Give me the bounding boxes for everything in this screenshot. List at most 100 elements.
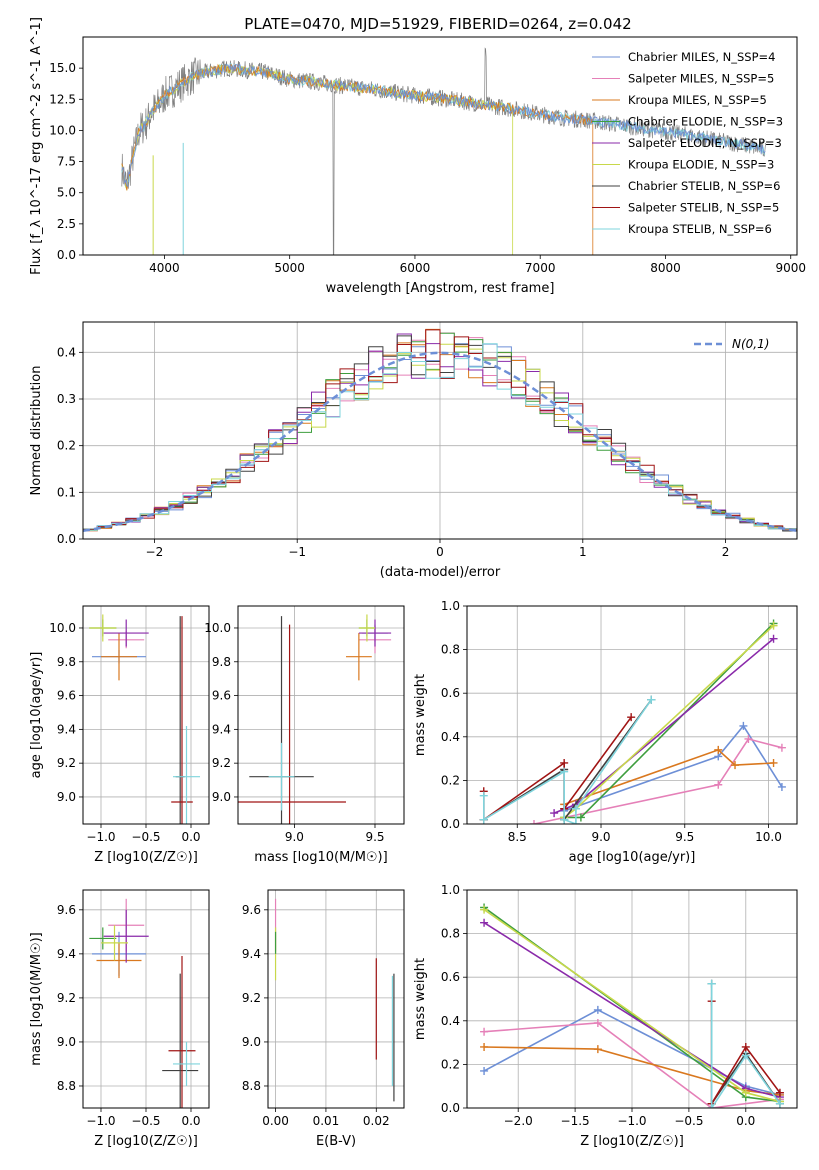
weight-point-marker xyxy=(550,809,559,818)
y-axis-label: mass weight xyxy=(413,674,428,756)
y-tick-label: 0.4 xyxy=(57,345,76,359)
x-tick-label: 0.0 xyxy=(181,1114,200,1128)
y-tick-label: 9.8 xyxy=(57,655,76,669)
y-tick-label: 9.6 xyxy=(212,689,231,703)
x-tick-label: 5000 xyxy=(274,261,305,275)
weight-point-marker xyxy=(769,634,778,643)
y-tick-label: 10.0 xyxy=(49,123,76,137)
y-tick-label: 0.0 xyxy=(57,532,76,546)
x-axis-label: Z [log10(Z/Z☉)] xyxy=(580,1134,684,1149)
axes-frame xyxy=(267,889,405,1109)
y-tick-label: 0.2 xyxy=(57,439,76,453)
x-tick-label: −1.0 xyxy=(617,1114,646,1128)
axes-frame xyxy=(82,36,798,256)
legend-label: Kroupa MILES, N_SSP=5 xyxy=(628,93,767,107)
x-tick-label: −2 xyxy=(146,545,164,559)
y-tick-label: 1.0 xyxy=(441,599,460,613)
mass-vs-Z-plot-area xyxy=(89,898,200,1108)
x-axis-label: (data-model)/error xyxy=(380,565,501,580)
axes-frame xyxy=(466,605,798,825)
y-tick-label: 9.2 xyxy=(212,756,231,770)
weight-series-line xyxy=(533,738,783,824)
weight-point-marker xyxy=(560,815,569,824)
y-axis-label: age [log10(age/yr)] xyxy=(29,652,44,779)
y-tick-label: 0.0 xyxy=(441,817,460,831)
gaussian-legend-label: N(0,1) xyxy=(732,337,769,351)
y-tick-label: 9.6 xyxy=(242,903,261,917)
x-tick-label: 8000 xyxy=(650,261,681,275)
y-tick-label: 9.4 xyxy=(57,947,76,961)
age-vs-mass-panel: 9.0 9.5 9.0 9.2 9.4 9.6 9.8 10.0 mass [log10(M/M… xyxy=(204,605,405,865)
weight-point-marker xyxy=(739,721,748,730)
weight-point-marker xyxy=(480,905,489,914)
y-tick-label: 5.0 xyxy=(57,186,76,200)
weight-series-line xyxy=(710,983,781,1108)
axes-frame xyxy=(82,605,210,825)
y-tick-label: 0.4 xyxy=(441,1014,460,1028)
y-tick-label: 0.6 xyxy=(441,970,460,984)
x-tick-label: 0.0 xyxy=(181,830,200,844)
weight-vs-age-panel: 8.5 9.0 9.5 10.0 0.0 0.2 0.4 0.6 0.8 1.0 age [log1… xyxy=(413,599,798,865)
x-tick-label: −0.5 xyxy=(131,1114,160,1128)
y-tick-label: 8.8 xyxy=(57,1079,76,1093)
y-tick-label: 9.6 xyxy=(57,689,76,703)
x-tick-label: 0.0 xyxy=(736,1114,755,1128)
weight-series-line xyxy=(563,748,774,806)
y-tick-label: 1.0 xyxy=(441,883,460,897)
weight-point-marker xyxy=(741,1088,750,1097)
x-tick-label: 6000 xyxy=(400,261,431,275)
weight-point-marker xyxy=(731,761,740,770)
axes-frame xyxy=(82,889,210,1109)
x-tick-label: 9.0 xyxy=(285,830,304,844)
x-tick-label: 7000 xyxy=(525,261,556,275)
age-vs-Z-plot-area xyxy=(89,614,200,824)
weight-point-marker xyxy=(479,791,488,800)
y-tick-label: 7.5 xyxy=(57,155,76,169)
x-axis-label: wavelength [Angstrom, rest frame] xyxy=(326,281,555,296)
model-spectrum-line xyxy=(121,63,766,188)
x-tick-label: 0.02 xyxy=(363,1114,390,1128)
legend-label: Chabrier STELIB, N_SSP=6 xyxy=(628,179,780,193)
x-tick-label: 0.00 xyxy=(262,1114,289,1128)
weight-point-marker xyxy=(571,804,580,813)
x-tick-label: 9.0 xyxy=(591,830,610,844)
y-tick-label: 0.3 xyxy=(57,392,76,406)
x-tick-label: 9.5 xyxy=(675,830,694,844)
legend: Chabrier MILES, N_SSP=4 Salpeter MILES, N… xyxy=(592,50,783,236)
x-tick-label: −1.0 xyxy=(86,1114,115,1128)
y-tick-label: 10.0 xyxy=(49,621,76,635)
x-tick-label: 4000 xyxy=(149,261,180,275)
y-tick-label: 0.8 xyxy=(441,927,460,941)
legend-label: Kroupa STELIB, N_SSP=6 xyxy=(628,222,772,236)
residuals-panel: −2 −1 0 1 2 0.0 0.1 0.2 0.3 0.4 (data-model)/error… xyxy=(29,321,798,580)
spectrum-panel: 4000 5000 6000 7000 8000 9000 0.0 2.5 5.0 7.5 10.0… xyxy=(29,17,806,296)
y-axis-label: mass [log10(M/M☉)] xyxy=(29,932,44,1065)
x-tick-label: 0 xyxy=(436,545,444,559)
residuals-plot-area xyxy=(83,328,797,533)
y-tick-label: 8.8 xyxy=(242,1079,261,1093)
y-tick-label: 9.4 xyxy=(212,722,231,736)
x-axis-label: age [log10(age/yr)] xyxy=(569,850,696,865)
weight-point-marker xyxy=(560,767,569,776)
x-tick-label: −0.5 xyxy=(131,830,160,844)
axes-frame xyxy=(466,889,798,1109)
y-tick-label: 0.6 xyxy=(441,686,460,700)
weight-point-marker xyxy=(707,1104,716,1108)
weight-point-marker xyxy=(576,813,585,822)
y-tick-label: 0.2 xyxy=(441,773,460,787)
weight-point-marker xyxy=(479,815,488,824)
y-tick-label: 10.0 xyxy=(204,621,231,635)
weight-point-marker xyxy=(777,782,786,791)
weight-point-marker xyxy=(593,1018,602,1027)
weight-point-marker xyxy=(769,621,778,630)
y-tick-label: 9.0 xyxy=(57,1035,76,1049)
weight-point-marker xyxy=(775,1099,784,1108)
y-tick-label: 0.4 xyxy=(441,730,460,744)
x-tick-label: −0.5 xyxy=(674,1114,703,1128)
y-tick-label: 9.8 xyxy=(212,655,231,669)
weight-vs-Z-panel: −2.0 −1.5 −1.0 −0.5 0.0 0.0 0.2 0.4 0.6 0.8 1.0 Z [… xyxy=(413,883,798,1149)
y-tick-label: 9.2 xyxy=(242,991,261,1005)
x-tick-label: 9000 xyxy=(775,261,806,275)
axes-frame xyxy=(82,321,798,540)
figure-title: PLATE=0470, MJD=51929, FIBERID=0264, z=0… xyxy=(244,15,631,33)
